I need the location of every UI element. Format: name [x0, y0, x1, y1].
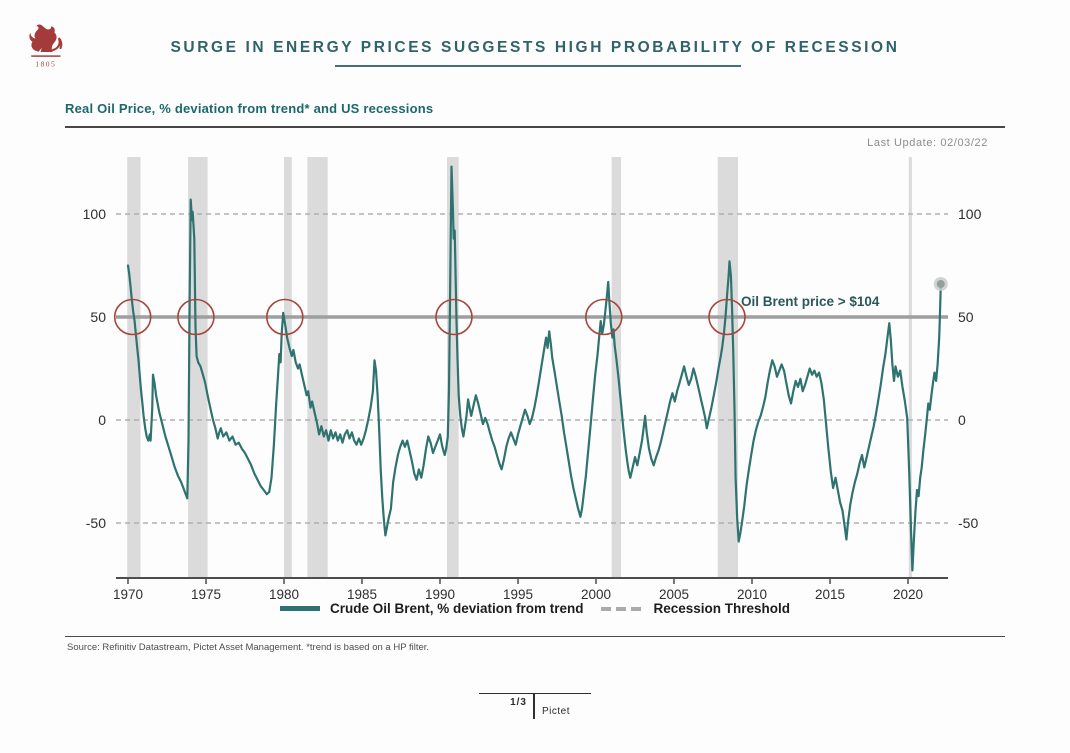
y-axis-tick-label-left: 50 [90, 309, 106, 325]
brand-wordmark: Pictet [542, 706, 571, 717]
y-axis-tick-label-right: 100 [958, 206, 982, 222]
recession-band [717, 157, 738, 578]
recession-band [127, 157, 141, 578]
lion-tail-icon [51, 37, 63, 52]
threshold-crossing-circle [584, 298, 623, 336]
y-axis-tick-label-left: -50 [86, 515, 106, 531]
recession-band [447, 157, 459, 578]
x-axis-tick-label: 1970 [113, 587, 143, 602]
recession-band [188, 157, 208, 578]
y-axis-tick-label-right: 50 [958, 309, 974, 325]
logo-year: 1805 [35, 59, 56, 68]
page-number: 1/3 [510, 697, 527, 708]
chart-legend: Crude Oil Brent, % deviation from trend … [0, 601, 1070, 616]
title-underline [335, 65, 741, 67]
gray-dashes-swatch-icon [601, 606, 644, 611]
last-point-marker [936, 280, 945, 288]
page-title: SURGE IN ENERGY PRICES SUGGESTS HIGH PRO… [170, 39, 900, 56]
legend-item-threshold: Recession Threshold [601, 601, 790, 616]
threshold-crossing-circle [265, 298, 304, 336]
source-note: Source: Refinitiv Datastream, Pictet Ass… [67, 642, 430, 653]
chart-subtitle: Real Oil Price, % deviation from trend* … [65, 101, 434, 116]
pictet-lion-logo: 1805 [29, 24, 63, 68]
legend-label-threshold: Recession Threshold [653, 601, 791, 616]
threshold-crossing-circle [113, 298, 152, 336]
x-axis-tick-label: 1980 [269, 587, 299, 602]
x-axis-tick-label: 2005 [659, 587, 689, 602]
y-axis-tick-label-right: -50 [958, 515, 978, 531]
recession-band [908, 157, 912, 578]
recession-band [284, 157, 292, 578]
legend-item-oil-line: Crude Oil Brent, % deviation from trend [279, 601, 584, 616]
y-axis-tick-label-left: 0 [98, 412, 106, 428]
footer-rule [479, 693, 591, 694]
threshold-annotation: Oil Brent price > $104 [741, 294, 880, 309]
lion-rampant-icon [29, 24, 57, 53]
x-axis-tick-label: 1985 [347, 587, 377, 602]
last-update-label: Last Update: 02/03/22 [867, 137, 988, 149]
legend-label-oil-line: Crude Oil Brent, % deviation from trend [329, 601, 584, 616]
x-axis-tick-label: 2020 [893, 587, 923, 602]
logo-baseline [31, 55, 61, 57]
y-axis-tick-label-right: 0 [958, 412, 966, 428]
bottom-rule [65, 636, 1005, 637]
oil-deviation-line [126, 165, 942, 572]
y-axis-tick-label-left: 100 [83, 206, 107, 222]
x-axis-tick-label: 2010 [737, 587, 767, 602]
x-axis-tick-label: 1975 [191, 587, 221, 602]
threshold-crossing-circle [177, 298, 215, 336]
recession-band [307, 157, 328, 578]
x-axis-tick-label: 1995 [503, 587, 533, 602]
footer-divider [533, 694, 535, 719]
x-axis-tick-label: 2015 [815, 587, 845, 602]
top-rule [65, 126, 1005, 128]
x-axis-tick-label: 1990 [425, 587, 455, 602]
teal-line-swatch-icon [279, 606, 320, 611]
threshold-crossing-circle [708, 298, 746, 336]
x-axis-tick-label: 2000 [581, 587, 611, 602]
threshold-crossing-circle [435, 298, 473, 336]
